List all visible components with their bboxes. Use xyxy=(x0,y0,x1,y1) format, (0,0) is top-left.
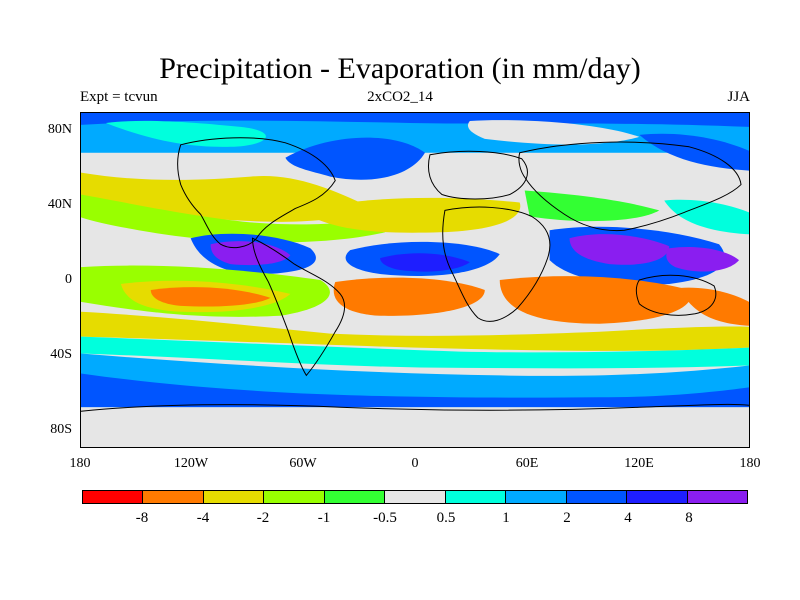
colorbar-label: 0.5 xyxy=(436,510,456,526)
colorbar-label: -4 xyxy=(196,510,210,526)
lat-tick-80s: 80S xyxy=(50,422,72,437)
colorbar-label: 8 xyxy=(685,510,693,526)
colorbar-label: 2 xyxy=(563,510,571,526)
south-pacific-orange xyxy=(150,287,271,307)
lon-tick-120e: 120E xyxy=(624,456,654,471)
north-edge-band xyxy=(81,113,749,127)
north-atlantic-blue xyxy=(285,137,425,180)
southern-ocean-deeper-blue xyxy=(81,373,749,408)
colorbar-label: -1 xyxy=(317,510,331,526)
colorbar-swatch xyxy=(264,491,325,503)
colorbar-swatch xyxy=(324,491,386,503)
north-cyan-patch-1 xyxy=(105,120,266,147)
europe-outline xyxy=(427,150,528,200)
continents-outline xyxy=(81,137,749,412)
antarctica-outline xyxy=(81,403,749,412)
africa-outline xyxy=(442,206,551,322)
lon-tick-180-right: 180 xyxy=(739,456,761,471)
lat-tick-0: 0 xyxy=(65,272,72,287)
colorbar-swatch xyxy=(506,491,567,503)
lat-tick-40s: 40S xyxy=(50,347,72,362)
north-pacific-blue xyxy=(639,133,749,171)
colorbar-label: 1 xyxy=(502,510,510,526)
southern-yellow-band xyxy=(81,311,749,351)
north-atlantic-yellow xyxy=(300,197,521,233)
colorbar-label: -2 xyxy=(256,510,270,526)
colorbar-swatch xyxy=(203,491,265,503)
lon-tick-120w: 120W xyxy=(173,456,209,471)
colorbar-label: 4 xyxy=(624,510,632,526)
run-label: 2xCO2_14 xyxy=(367,89,433,105)
asia-green xyxy=(524,190,660,222)
colorbar-swatch xyxy=(385,491,446,503)
lon-tick-60w: 60W xyxy=(289,456,317,471)
antarctica-grey xyxy=(81,407,749,447)
colorbar-swatch xyxy=(627,491,688,503)
north-america-outline xyxy=(177,137,336,249)
north-pacific-green xyxy=(81,194,386,243)
asia-outline xyxy=(518,141,742,232)
experiment-label: Expt = tcvun xyxy=(80,89,158,105)
colorbar xyxy=(82,490,748,504)
atlantic-itcz-deep-blue xyxy=(380,253,470,272)
lat-tick-40n: 40N xyxy=(47,197,72,212)
lon-tick-0: 0 xyxy=(411,456,419,471)
colorbar-swatch xyxy=(83,491,144,503)
southwest-pacific-orange xyxy=(679,287,749,326)
southern-cyan-band xyxy=(81,336,749,369)
colorbar-label: -0.5 xyxy=(373,510,397,526)
map-plot xyxy=(80,112,750,448)
colorbar-swatch xyxy=(445,491,507,503)
colorbar-swatch xyxy=(566,491,628,503)
plot-title: Precipitation - Evaporation (in mm/day) xyxy=(159,52,641,85)
lon-tick-180-left: 180 xyxy=(69,456,91,471)
colorbar-label: -8 xyxy=(135,510,149,526)
colorbar-swatch xyxy=(687,491,747,503)
east-asia-cyan xyxy=(664,199,749,235)
lon-tick-60e: 60E xyxy=(515,456,539,471)
western-pacific-purple xyxy=(666,246,740,272)
season-label: JJA xyxy=(727,89,750,105)
south-atlantic-orange xyxy=(333,277,485,316)
indian-ocean-orange xyxy=(499,276,691,324)
south-america-outline xyxy=(251,237,346,377)
map-svg xyxy=(81,113,749,447)
colorbar-swatch xyxy=(143,491,204,503)
australia-outline xyxy=(635,274,717,316)
indian-monsoon-purple xyxy=(569,234,670,265)
siberia-grey xyxy=(467,120,640,145)
lat-tick-80n: 80N xyxy=(47,122,72,137)
